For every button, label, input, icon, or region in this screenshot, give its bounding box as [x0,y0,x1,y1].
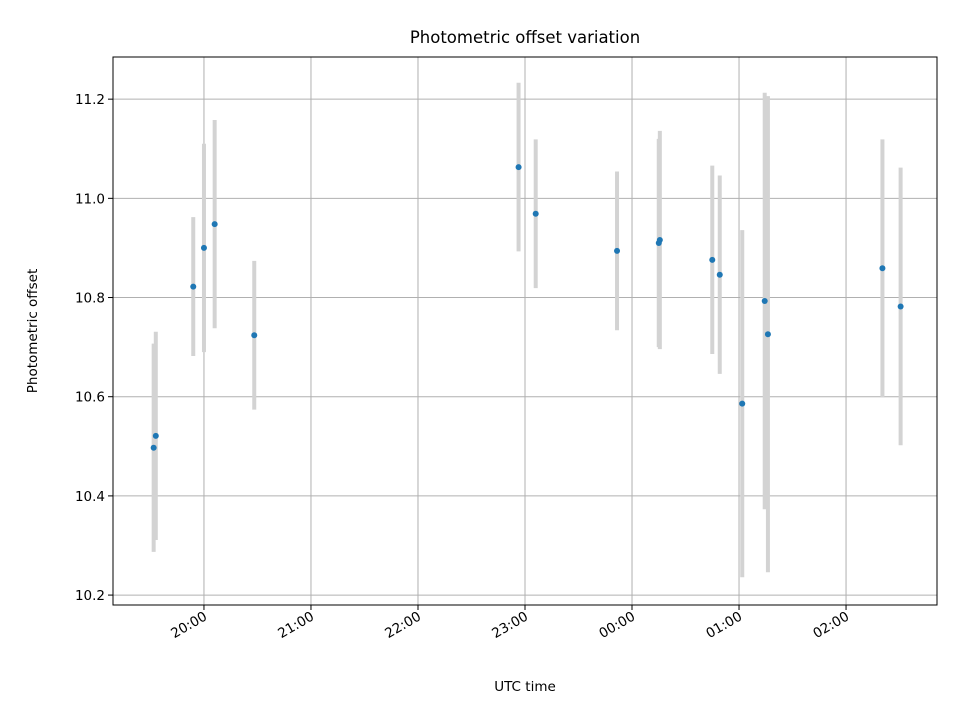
x-tick-label: 01:00 [703,609,745,642]
data-point [764,331,771,338]
y-axis-label: Photometric offset [25,269,41,393]
data-point [515,164,522,171]
x-tick-label: 23:00 [489,609,531,642]
data-point [190,283,197,290]
x-tick-label: 02:00 [810,609,852,642]
y-tick-label: 11.2 [75,92,105,108]
data-point [150,444,157,451]
data-point [200,244,207,251]
grid-lines [113,57,937,605]
data-point [879,265,886,272]
data-point [532,210,539,217]
data-point [739,400,746,407]
data-point [211,221,218,228]
data-point [614,247,621,254]
data-point [897,303,904,310]
x-axis-label: UTC time [494,679,556,695]
data-points [150,164,904,451]
y-tick-label: 11.0 [75,191,105,207]
y-tick-label: 10.6 [75,390,105,406]
data-point [709,256,716,263]
error-bars [151,82,903,578]
data-point [761,297,768,304]
x-tick-label: 22:00 [382,609,424,642]
data-point [251,332,258,339]
data-point [716,271,723,278]
x-tick-label: 21:00 [275,609,317,642]
y-tick-label: 10.2 [75,588,105,604]
x-tick-label: 20:00 [168,609,210,642]
chart-title: Photometric offset variation [410,28,640,47]
x-tick-label: 00:00 [596,609,638,642]
y-tick-label: 10.4 [75,489,105,505]
data-point [656,236,663,243]
axis-ticks: 20:00 21:00 22:00 23:00 00:00 01:00 02:00 10.2 1… [75,92,852,642]
y-tick-label: 10.8 [75,291,105,307]
data-point [152,432,159,439]
